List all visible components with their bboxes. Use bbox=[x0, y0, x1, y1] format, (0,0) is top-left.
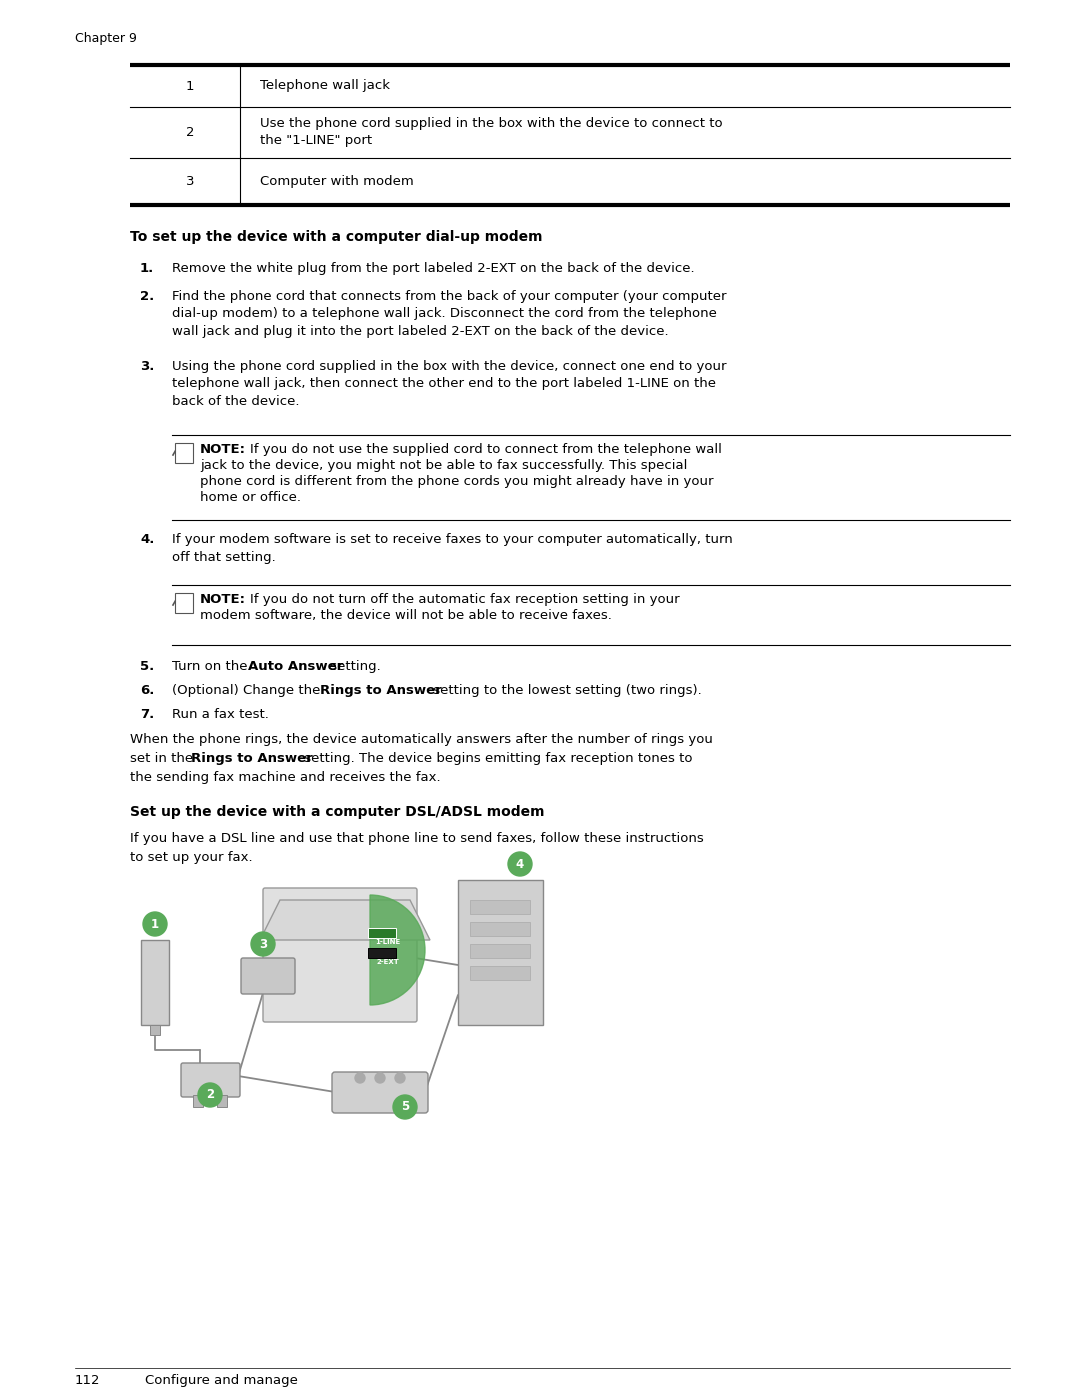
Text: 2: 2 bbox=[186, 126, 194, 138]
Text: If you have a DSL line and use that phone line to send faxes, follow these instr: If you have a DSL line and use that phon… bbox=[130, 833, 704, 845]
Text: 4: 4 bbox=[516, 858, 524, 870]
FancyBboxPatch shape bbox=[332, 1071, 428, 1113]
Polygon shape bbox=[260, 900, 430, 940]
Circle shape bbox=[395, 1073, 405, 1083]
Circle shape bbox=[355, 1073, 365, 1083]
FancyBboxPatch shape bbox=[368, 949, 396, 958]
Text: Rings to Answer: Rings to Answer bbox=[191, 752, 313, 766]
Text: NOTE:: NOTE: bbox=[200, 443, 246, 455]
FancyBboxPatch shape bbox=[141, 940, 168, 1025]
Text: Turn on the: Turn on the bbox=[172, 659, 252, 673]
Wedge shape bbox=[370, 895, 426, 1004]
Text: 3: 3 bbox=[259, 937, 267, 950]
Text: Run a fax test.: Run a fax test. bbox=[172, 708, 269, 721]
Text: setting.: setting. bbox=[326, 659, 381, 673]
Text: 3.: 3. bbox=[140, 360, 154, 373]
Text: Rings to Answer: Rings to Answer bbox=[320, 685, 442, 697]
FancyBboxPatch shape bbox=[241, 958, 295, 995]
Text: 5.: 5. bbox=[140, 659, 154, 673]
Text: jack to the device, you might not be able to fax successfully. This special: jack to the device, you might not be abl… bbox=[200, 460, 687, 472]
Circle shape bbox=[508, 852, 532, 876]
Circle shape bbox=[143, 912, 167, 936]
Text: Computer with modem: Computer with modem bbox=[260, 175, 414, 189]
Text: Use the phone cord supplied in the box with the device to connect to: Use the phone cord supplied in the box w… bbox=[260, 117, 723, 130]
Text: Remove the white plug from the port labeled 2-EXT on the back of the device.: Remove the white plug from the port labe… bbox=[172, 263, 694, 275]
Text: Telephone wall jack: Telephone wall jack bbox=[260, 80, 390, 92]
Text: modem software, the device will not be able to receive faxes.: modem software, the device will not be a… bbox=[200, 609, 612, 622]
FancyBboxPatch shape bbox=[470, 922, 530, 936]
Text: setting. The device begins emitting fax reception tones to: setting. The device begins emitting fax … bbox=[300, 752, 692, 766]
Text: the sending fax machine and receives the fax.: the sending fax machine and receives the… bbox=[130, 771, 441, 784]
Text: 2: 2 bbox=[206, 1088, 214, 1101]
Text: 1.: 1. bbox=[140, 263, 154, 275]
Text: To set up the device with a computer dial-up modem: To set up the device with a computer dia… bbox=[130, 231, 542, 244]
Text: 6.: 6. bbox=[140, 685, 154, 697]
Text: Set up the device with a computer DSL/ADSL modem: Set up the device with a computer DSL/AD… bbox=[130, 805, 544, 819]
Text: If your modem software is set to receive faxes to your computer automatically, t: If your modem software is set to receive… bbox=[172, 534, 732, 563]
Text: 5: 5 bbox=[401, 1101, 409, 1113]
Text: If you do not use the supplied cord to connect from the telephone wall: If you do not use the supplied cord to c… bbox=[249, 443, 721, 455]
Text: home or office.: home or office. bbox=[200, 490, 301, 504]
FancyBboxPatch shape bbox=[175, 592, 193, 613]
Text: If you do not turn off the automatic fax reception setting in your: If you do not turn off the automatic fax… bbox=[249, 592, 679, 606]
Text: (Optional) Change the: (Optional) Change the bbox=[172, 685, 325, 697]
FancyBboxPatch shape bbox=[181, 1063, 240, 1097]
Text: 2.: 2. bbox=[140, 291, 154, 303]
Text: the "1-LINE" port: the "1-LINE" port bbox=[260, 134, 373, 147]
Text: setting to the lowest setting (two rings).: setting to the lowest setting (two rings… bbox=[429, 685, 702, 697]
FancyBboxPatch shape bbox=[470, 965, 530, 981]
Text: Chapter 9: Chapter 9 bbox=[75, 32, 137, 45]
Text: 2-EXT: 2-EXT bbox=[377, 958, 400, 965]
Text: phone cord is different from the phone cords you might already have in your: phone cord is different from the phone c… bbox=[200, 475, 714, 488]
Text: NOTE:: NOTE: bbox=[200, 592, 246, 606]
Text: When the phone rings, the device automatically answers after the number of rings: When the phone rings, the device automat… bbox=[130, 733, 713, 746]
Text: 3: 3 bbox=[186, 175, 194, 189]
FancyBboxPatch shape bbox=[217, 1095, 227, 1106]
FancyBboxPatch shape bbox=[470, 944, 530, 958]
Text: 4.: 4. bbox=[140, 534, 154, 546]
Circle shape bbox=[393, 1095, 417, 1119]
Text: Auto Answer: Auto Answer bbox=[248, 659, 343, 673]
Text: 112: 112 bbox=[75, 1375, 100, 1387]
Text: set in the: set in the bbox=[130, 752, 198, 766]
Text: 7.: 7. bbox=[140, 708, 154, 721]
FancyBboxPatch shape bbox=[150, 1025, 160, 1035]
FancyBboxPatch shape bbox=[470, 900, 530, 914]
Text: to set up your fax.: to set up your fax. bbox=[130, 851, 253, 863]
FancyBboxPatch shape bbox=[458, 880, 543, 1025]
FancyBboxPatch shape bbox=[368, 928, 396, 937]
Text: 1: 1 bbox=[186, 80, 194, 92]
Text: Find the phone cord that connects from the back of your computer (your computer
: Find the phone cord that connects from t… bbox=[172, 291, 727, 338]
Text: 1: 1 bbox=[151, 918, 159, 930]
FancyBboxPatch shape bbox=[193, 1095, 203, 1106]
FancyBboxPatch shape bbox=[175, 443, 193, 462]
Text: Using the phone cord supplied in the box with the device, connect one end to you: Using the phone cord supplied in the box… bbox=[172, 360, 727, 408]
Circle shape bbox=[198, 1083, 222, 1106]
Text: 1-LINE: 1-LINE bbox=[376, 939, 401, 944]
Text: Configure and manage: Configure and manage bbox=[145, 1375, 298, 1387]
FancyBboxPatch shape bbox=[264, 888, 417, 1023]
Circle shape bbox=[251, 932, 275, 956]
Circle shape bbox=[375, 1073, 384, 1083]
